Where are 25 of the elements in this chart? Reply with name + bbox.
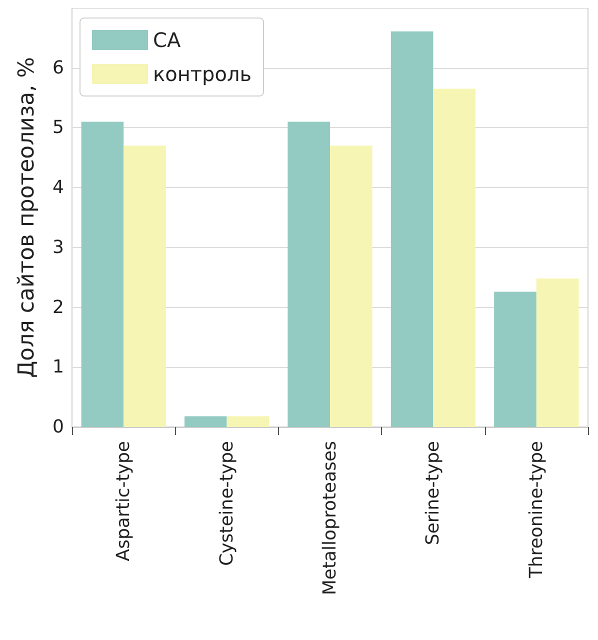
bar	[330, 146, 372, 427]
y-tick-label: 0	[52, 416, 64, 438]
x-tick-label: Serine-type	[422, 441, 444, 546]
bar	[81, 122, 124, 427]
bar	[226, 416, 270, 427]
y-tick-label: 5	[52, 117, 64, 138]
y-axis-title: Доля сайтов протеолиза, %	[14, 56, 40, 378]
bar	[124, 146, 166, 427]
legend-label: контроль	[153, 62, 252, 86]
y-tick-label: 4	[52, 177, 64, 198]
x-tick-label: Aspartic-type	[113, 441, 134, 562]
bar	[494, 292, 536, 427]
y-tick-label: 2	[52, 296, 64, 318]
legend-label: CA	[153, 28, 181, 52]
bar	[390, 31, 434, 427]
x-tick-label: Cysteine-type	[216, 441, 238, 566]
x-tick-label: Metalloproteases	[320, 441, 340, 596]
bar	[536, 278, 579, 427]
bar	[184, 416, 227, 427]
y-tick-label: 6	[52, 57, 64, 78]
bar	[433, 88, 476, 427]
y-tick-label: 1	[52, 356, 64, 378]
x-tick-label: Threonine-type	[526, 441, 547, 580]
y-tick-label: 3	[52, 236, 64, 258]
bar	[288, 122, 330, 427]
